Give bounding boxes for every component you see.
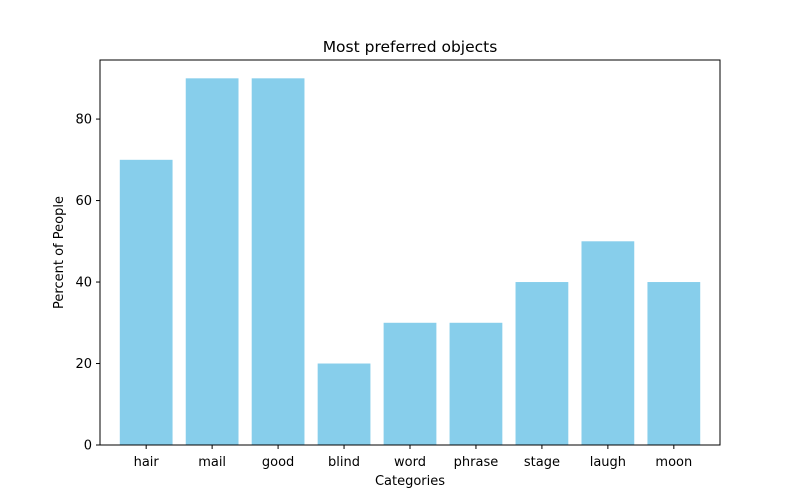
- y-axis-ticks: 0 20 40 60 80: [75, 113, 100, 454]
- x-axis-ticks: hair mail good blind word phrase stage laugh moo…: [134, 445, 692, 470]
- y-tick-label: 80: [75, 113, 92, 128]
- bar-laugh: [581, 241, 635, 445]
- bar-mail: [185, 78, 239, 445]
- bar-word: [383, 322, 437, 445]
- bar-blind: [317, 363, 371, 445]
- bars-group: [119, 78, 701, 445]
- bar-stage: [515, 282, 569, 445]
- plot-frame: [99, 59, 721, 446]
- y-tick-label: 0: [84, 439, 92, 454]
- bar-phrase: [449, 322, 503, 445]
- bar-good: [251, 78, 305, 445]
- x-tick-label: laugh: [590, 455, 626, 470]
- y-tick-label: 40: [75, 276, 92, 291]
- y-tick-label: 60: [75, 194, 92, 209]
- x-tick-label: blind: [328, 455, 360, 470]
- x-tick-label: hair: [134, 455, 160, 470]
- x-tick-label: word: [394, 455, 426, 470]
- chart-title: Most preferred objects: [323, 38, 498, 56]
- x-axis-label: Categories: [375, 474, 445, 489]
- y-tick-label: 20: [75, 357, 92, 372]
- x-tick-label: mail: [198, 455, 226, 470]
- y-axis-label: Percent of People: [52, 196, 67, 309]
- x-tick-label: stage: [524, 455, 560, 470]
- x-tick-label: phrase: [454, 455, 499, 470]
- bar-moon: [647, 282, 701, 445]
- x-tick-label: good: [262, 455, 294, 470]
- bar-hair: [119, 159, 173, 445]
- x-tick-label: moon: [655, 455, 692, 470]
